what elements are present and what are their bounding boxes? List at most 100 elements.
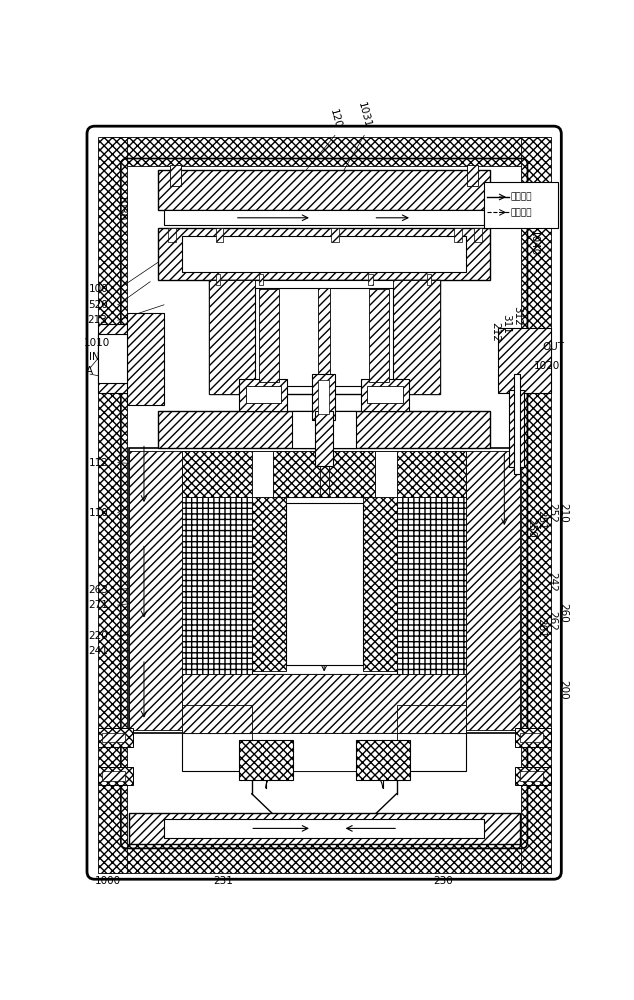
Bar [98,728,133,747]
Bar [396,451,466,497]
Bar [455,228,462,242]
Bar [129,813,520,844]
Text: 271: 271 [89,600,108,610]
Bar [273,451,320,497]
Bar [164,819,484,838]
Bar [164,210,484,225]
Text: 311: 311 [501,314,511,334]
Text: 261: 261 [536,618,547,638]
Bar [427,274,431,285]
Bar [396,497,466,674]
Text: 220: 220 [89,631,108,641]
Bar [356,740,410,780]
Text: 1020: 1020 [534,361,560,371]
Bar [216,228,223,242]
Text: 242: 242 [547,572,557,592]
Text: 213: 213 [87,315,107,325]
Text: 263: 263 [89,585,108,595]
Bar [375,451,396,497]
Bar [369,289,389,382]
Bar [183,451,466,497]
Bar [312,374,335,420]
Text: 212: 212 [491,322,500,342]
Bar [363,497,396,671]
Bar [361,379,409,411]
Text: 252: 252 [547,503,557,523]
FancyBboxPatch shape [87,126,561,879]
Bar [318,380,329,414]
Bar [98,324,150,393]
Bar [98,334,127,383]
Bar [168,228,176,242]
Bar [252,497,396,674]
Bar [521,137,550,873]
Bar [238,740,292,780]
Bar [329,451,375,497]
Bar [183,705,252,733]
Bar [158,170,491,210]
Bar [240,379,287,411]
Bar [514,374,520,474]
Bar [104,844,545,873]
Text: OUT: OUT [543,342,565,352]
Text: 110: 110 [89,508,108,518]
Text: 1031: 1031 [356,101,372,129]
Bar [255,288,394,386]
Text: 1010: 1010 [84,338,110,348]
Bar [259,289,280,382]
Bar [183,497,252,674]
Bar [216,274,220,285]
Bar [209,280,439,394]
Bar [331,228,339,242]
Bar [466,451,520,730]
Text: 排气流向: 排气流向 [510,208,532,217]
Text: 241: 241 [89,646,108,656]
Bar [98,137,127,873]
Text: 210: 210 [558,503,568,523]
Text: 1030: 1030 [116,195,126,222]
Text: 251: 251 [536,510,547,530]
Bar [129,451,183,730]
Bar [515,767,550,785]
Bar [252,733,396,771]
Bar [245,386,281,403]
Bar [98,767,133,785]
Bar [183,674,466,733]
Bar [484,182,558,228]
Bar [183,235,466,272]
Bar [104,137,545,166]
Text: 231: 231 [214,876,233,886]
Bar [183,451,252,497]
Text: 100: 100 [89,284,108,294]
Bar [474,228,482,242]
Bar [170,165,181,186]
Bar [158,411,491,448]
Bar [498,328,550,393]
Bar [127,312,164,405]
Bar [396,705,466,733]
Bar [209,280,439,289]
Bar [520,771,543,781]
Bar [252,497,286,671]
Bar [292,411,356,448]
Text: IN: IN [89,352,100,362]
Text: 260: 260 [558,603,568,623]
Bar [129,448,520,733]
Bar [103,771,126,781]
Text: 1040: 1040 [529,230,539,256]
Bar [315,411,333,466]
Bar [515,728,550,747]
Text: 1000: 1000 [94,876,121,886]
Bar [318,288,330,386]
Bar [252,451,273,497]
Text: 200: 200 [558,680,568,700]
Text: 进油流向: 进油流向 [510,192,532,202]
Text: 250: 250 [526,518,536,538]
Bar [259,274,263,285]
Bar [394,280,439,394]
Bar [467,165,478,186]
Text: A: A [86,366,93,376]
Bar [520,733,543,742]
Bar [103,733,126,742]
Bar [509,389,524,466]
